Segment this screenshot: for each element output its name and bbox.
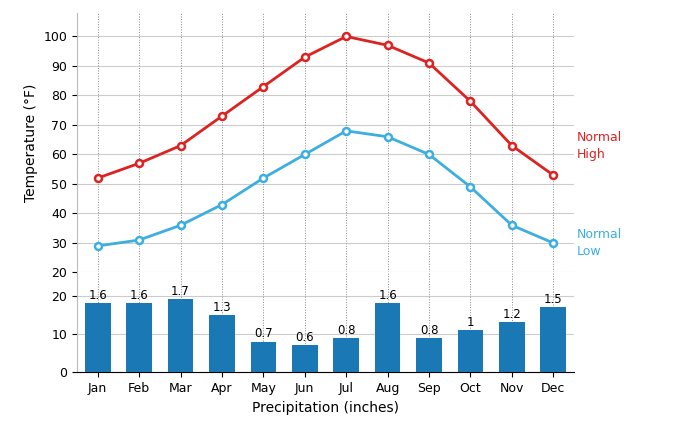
Text: 0.8: 0.8 (420, 324, 438, 337)
Text: 1: 1 (467, 316, 474, 329)
Bar (499, 322, 525, 372)
Bar (292, 345, 318, 372)
Text: 1.5: 1.5 (544, 293, 563, 306)
Bar (374, 303, 400, 372)
Bar (209, 315, 234, 372)
Y-axis label: Temperature (°F): Temperature (°F) (24, 83, 38, 202)
X-axis label: Precipitation (inches): Precipitation (inches) (252, 401, 399, 415)
Bar (251, 342, 276, 372)
Text: 0.6: 0.6 (295, 331, 314, 344)
Text: 0.8: 0.8 (337, 324, 356, 337)
Text: 1.2: 1.2 (503, 308, 522, 321)
Bar (168, 299, 193, 372)
Bar (126, 303, 152, 372)
Text: Normal
Low: Normal Low (577, 228, 622, 258)
Bar (540, 307, 566, 372)
Text: 1.6: 1.6 (130, 289, 148, 302)
Text: 1.7: 1.7 (172, 285, 190, 298)
Bar (85, 303, 111, 372)
Text: 1.6: 1.6 (88, 289, 107, 302)
Text: 1.3: 1.3 (213, 300, 231, 314)
Text: Normal
High: Normal High (577, 131, 622, 160)
Bar (333, 338, 359, 372)
Text: 0.7: 0.7 (254, 327, 273, 341)
Text: 1.6: 1.6 (378, 289, 397, 302)
Bar (416, 338, 442, 372)
Bar (458, 330, 483, 372)
